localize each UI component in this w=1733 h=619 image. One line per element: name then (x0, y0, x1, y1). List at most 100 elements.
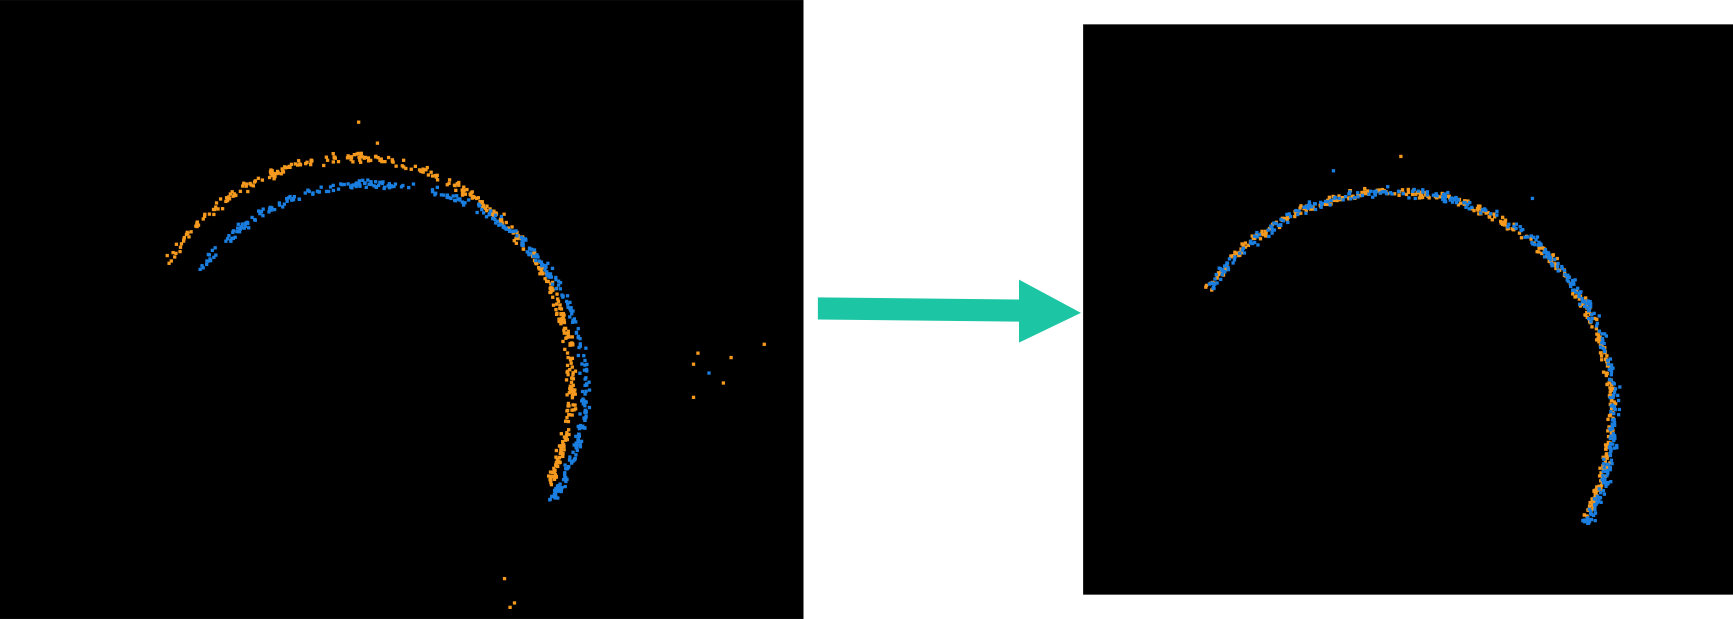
point (563, 484, 567, 489)
point (1588, 509, 1593, 513)
point (1506, 225, 1510, 229)
point (267, 210, 271, 214)
point (1608, 357, 1613, 361)
point (225, 237, 230, 241)
point (1536, 243, 1541, 247)
point (543, 268, 547, 272)
point (328, 185, 333, 189)
point (445, 183, 449, 187)
point (1605, 473, 1609, 478)
point (585, 362, 589, 367)
point (1380, 187, 1385, 192)
point (270, 206, 274, 210)
point (201, 266, 205, 270)
point (1216, 272, 1221, 277)
point (290, 198, 294, 202)
point (587, 380, 591, 384)
point (555, 292, 559, 296)
point (1598, 466, 1602, 470)
point (421, 170, 425, 174)
point (1495, 209, 1499, 214)
point (1609, 369, 1614, 374)
point (376, 155, 380, 160)
point (512, 238, 516, 243)
point (558, 451, 563, 456)
point (340, 182, 344, 187)
point (417, 168, 422, 172)
point (374, 185, 379, 190)
point (570, 342, 575, 346)
point (1526, 235, 1530, 239)
point (1597, 484, 1601, 488)
point (1599, 354, 1604, 358)
point (1347, 191, 1352, 195)
point (1421, 188, 1425, 192)
point (550, 494, 554, 499)
point (1232, 258, 1237, 262)
point (1603, 332, 1607, 336)
point (202, 214, 207, 218)
point (1601, 469, 1605, 473)
point (583, 404, 587, 408)
point (1484, 208, 1488, 213)
point (1612, 411, 1616, 416)
point (567, 458, 572, 462)
point (565, 431, 569, 435)
point (1337, 194, 1341, 198)
point (1562, 268, 1567, 273)
point (564, 433, 569, 438)
point (1601, 338, 1605, 343)
point (1606, 362, 1610, 366)
point (1219, 277, 1223, 282)
point (1277, 225, 1282, 230)
point (1478, 204, 1482, 208)
point (538, 272, 542, 276)
point (583, 418, 587, 423)
point (1417, 196, 1422, 200)
point (1570, 288, 1575, 292)
point (296, 159, 301, 163)
point (1490, 218, 1494, 222)
point (441, 193, 446, 197)
point (1601, 455, 1605, 459)
point (1544, 255, 1549, 259)
point (1204, 283, 1209, 288)
point (472, 195, 477, 200)
point (487, 213, 491, 217)
point (584, 416, 588, 420)
point (1253, 236, 1257, 240)
point (288, 194, 292, 199)
point (1540, 246, 1544, 250)
point (492, 209, 496, 213)
point (326, 189, 331, 194)
point (1613, 407, 1617, 412)
point (167, 261, 171, 265)
point (1425, 193, 1429, 197)
point (1210, 288, 1214, 292)
point (1241, 246, 1246, 250)
point (1260, 229, 1264, 234)
point (691, 395, 696, 400)
point (571, 383, 575, 387)
point (548, 497, 552, 502)
point (1609, 373, 1613, 377)
point (539, 269, 543, 273)
point (220, 207, 225, 211)
point (1608, 395, 1612, 400)
point (358, 184, 362, 188)
point (1611, 432, 1616, 436)
point (207, 212, 212, 216)
point (481, 211, 486, 215)
point (366, 156, 371, 160)
point (291, 197, 296, 202)
point (552, 488, 557, 493)
point (1226, 266, 1230, 270)
point (1608, 436, 1612, 440)
point (511, 229, 516, 234)
point (551, 288, 555, 292)
point (1534, 238, 1538, 242)
point (1587, 310, 1591, 315)
point (571, 450, 575, 454)
point (1434, 192, 1438, 196)
point (557, 319, 561, 324)
